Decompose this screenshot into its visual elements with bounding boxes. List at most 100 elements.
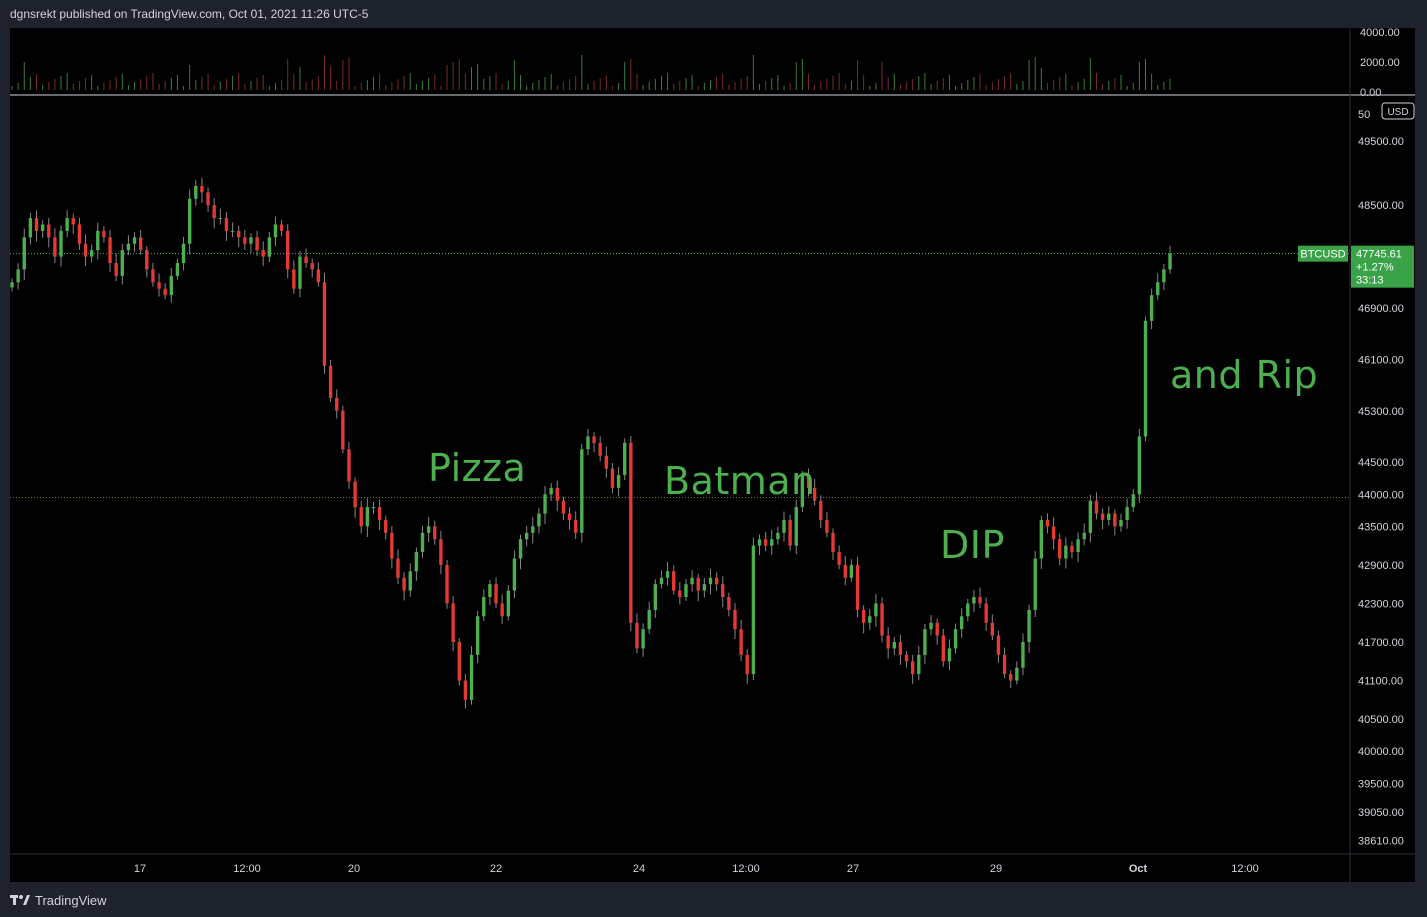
tradingview-logo[interactable]: TradingView: [10, 892, 107, 908]
candle-body: [279, 224, 284, 231]
candle-body: [145, 250, 149, 270]
volume-bar: [789, 83, 791, 90]
volume-bar: [777, 75, 779, 90]
volume-bar: [538, 80, 540, 90]
volume-bar: [1046, 83, 1048, 90]
candle-body: [751, 545, 756, 675]
currency-badge: [1381, 102, 1415, 120]
candle-body: [567, 513, 572, 520]
candle-body: [16, 269, 20, 283]
candle-body: [298, 256, 302, 289]
volume-bar: [581, 55, 583, 90]
volume-bar: [918, 76, 920, 90]
volume-bar: [826, 79, 828, 90]
candle-body: [384, 519, 388, 533]
last-price-labels: BTCUSD 47745.61+1.27%33:13: [1298, 245, 1414, 288]
candle-body: [573, 519, 578, 533]
price-axis: 49500.00 48500.00 46900.00 46100.00 45300.00…: [1358, 28, 1415, 848]
volume-bar: [1053, 80, 1055, 90]
volume-bar: [728, 85, 730, 90]
price-tick-label: 44000.00: [1358, 489, 1404, 501]
volume-bar: [667, 73, 669, 90]
volume-bar: [691, 75, 693, 90]
chart-area[interactable]: 49500.00 48500.00 46900.00 46100.00 45300.00…: [10, 28, 1415, 882]
candle-body: [996, 635, 1001, 655]
candle-body: [917, 654, 921, 675]
candle-body: [843, 564, 847, 578]
volume-bar: [176, 75, 178, 90]
volume-bar: [1163, 82, 1165, 90]
candle-body: [102, 230, 106, 238]
volume-bar: [54, 79, 56, 90]
candle-body: [138, 237, 143, 251]
candle-body: [488, 584, 492, 598]
candle-body: [371, 507, 376, 509]
volume-bar: [599, 78, 601, 90]
volume-bar: [293, 74, 295, 90]
volume-bar: [679, 81, 681, 90]
currency-badge-label: USD: [1387, 107, 1408, 118]
candle-body: [923, 629, 927, 655]
volume-tick-label: 4000.00: [1360, 28, 1400, 39]
candle-body: [531, 526, 535, 533]
volume-bar: [1138, 62, 1140, 90]
candle-body: [341, 410, 345, 450]
candle-body: [518, 539, 523, 559]
volume-bar: [78, 81, 80, 90]
candle-body: [335, 397, 339, 411]
candle-body: [445, 564, 449, 604]
candle-body: [806, 475, 811, 488]
candle-body: [40, 224, 45, 231]
volume-bar: [526, 86, 528, 90]
candle-body: [849, 564, 854, 578]
candle-body: [28, 218, 33, 238]
candle-body: [206, 192, 210, 206]
annotation-pizza: Pizza: [428, 446, 527, 490]
volume-bar: [618, 83, 620, 90]
candle-body: [592, 436, 596, 443]
candle-body: [83, 243, 88, 257]
volume-bar: [863, 75, 865, 90]
candle-body: [721, 584, 725, 598]
candlestick-chart[interactable]: 49500.00 48500.00 46900.00 46100.00 45300.00…: [10, 28, 1415, 882]
candle-body: [739, 629, 743, 655]
volume-bar: [844, 84, 846, 90]
volume-bar: [305, 82, 307, 90]
price-tick-label: 46100.00: [1358, 354, 1404, 366]
candle-body: [1058, 539, 1062, 559]
volume-bar: [97, 86, 99, 90]
volume-bar: [587, 84, 589, 90]
volume-bar: [709, 80, 711, 90]
volume-bar: [593, 81, 595, 90]
volume-bar: [520, 75, 522, 90]
time-tick-label: 17: [134, 863, 146, 875]
volume-bar: [1071, 85, 1073, 90]
volume-bar: [409, 73, 411, 90]
volume-bar: [189, 65, 191, 90]
volume-bar: [501, 84, 503, 90]
volume-bar: [752, 55, 754, 90]
candle-body: [328, 365, 333, 398]
volume-bar: [195, 80, 197, 90]
volume-bar: [507, 81, 509, 90]
volume-bar: [446, 65, 448, 90]
candle-body: [89, 250, 94, 257]
candle-body: [181, 243, 186, 264]
candle-body: [512, 558, 517, 591]
volume-bar: [372, 77, 374, 90]
candle-body: [653, 584, 658, 610]
candle-body: [1009, 674, 1013, 681]
candle-body: [353, 481, 357, 508]
volume-bar: [219, 82, 221, 90]
candle-body: [880, 603, 884, 636]
candle-body: [292, 269, 296, 289]
candle-body: [745, 654, 749, 675]
volume-bar: [979, 74, 981, 90]
candle-body: [1021, 642, 1025, 668]
price-tick-label: 40500.00: [1358, 714, 1404, 726]
candle-body: [898, 642, 903, 655]
candle-body: [629, 442, 633, 623]
candle-body: [1168, 253, 1172, 270]
candle-body: [1119, 519, 1123, 527]
candle-body: [678, 590, 682, 598]
